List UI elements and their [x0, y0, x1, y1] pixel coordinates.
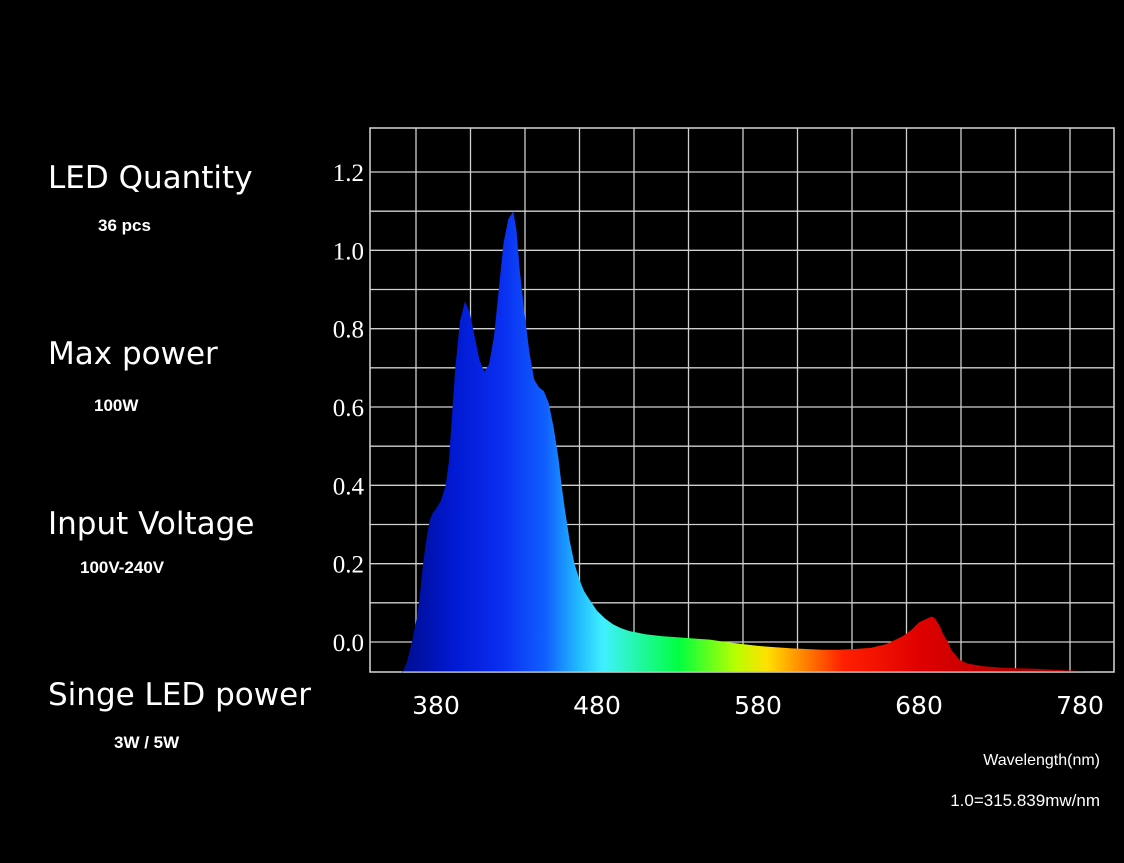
spec-value-max-power: 100W — [94, 396, 139, 415]
x-tick-label: 780 — [1056, 691, 1104, 720]
x-tick-label: 480 — [573, 691, 621, 720]
y-tick-label: 0.6 — [333, 395, 364, 422]
spectrum-area — [402, 211, 1113, 674]
y-tick-label: 0.8 — [333, 317, 364, 344]
y-tick-label: 0.4 — [333, 473, 365, 500]
spec-value-led-quantity: 36 pcs — [98, 216, 151, 235]
y-axis-ticks: 1.2 1.0 0.8 0.6 0.4 0.2 0.0 — [333, 160, 365, 657]
x-axis-ticks: 380 480 580 680 780 — [412, 691, 1104, 720]
x-axis-label: Wavelength(nm) — [983, 752, 1100, 769]
plot-frame — [369, 127, 1115, 673]
spec-value-input-voltage: 100V-240V — [80, 558, 165, 577]
spec-value-single-led-power: 3W / 5W — [114, 733, 180, 752]
x-tick-label: 680 — [895, 691, 943, 720]
spec-label-input-voltage: Input Voltage — [48, 506, 255, 542]
chart-series-area — [402, 211, 1113, 674]
y-tick-label: 1.0 — [333, 238, 364, 265]
y-tick-label: 0.2 — [333, 552, 364, 579]
y-tick-label: 1.2 — [333, 160, 364, 187]
x-tick-label: 580 — [734, 691, 782, 720]
spec-label-max-power: Max power — [48, 336, 218, 372]
spec-label-led-quantity: LED Quantity — [48, 160, 253, 196]
spec-label-single-led-power: Singe LED power — [48, 677, 311, 713]
x-tick-label: 380 — [412, 691, 460, 720]
chart-grid — [369, 127, 1115, 673]
unit-note: 1.0=315.839mw/nm — [950, 791, 1100, 810]
y-tick-label: 0.0 — [333, 630, 364, 657]
